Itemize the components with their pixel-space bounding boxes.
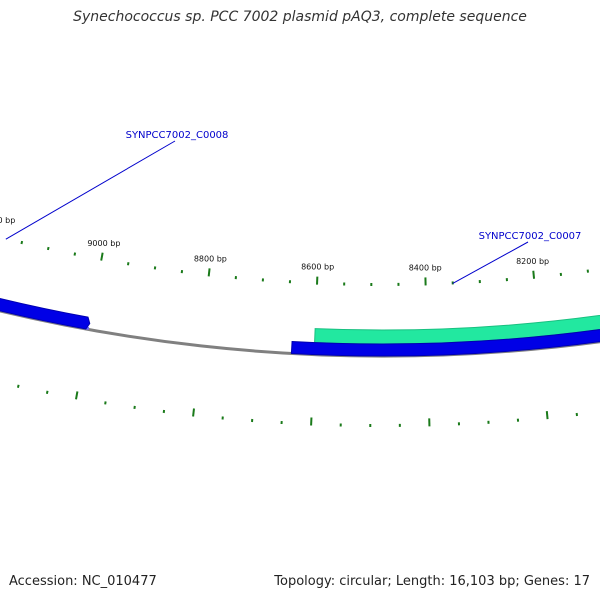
inner-tick-minor [45,390,49,394]
gene-track [0,236,600,357]
gene-label-group: SYNPCC7002_C0008 SYNPCC7002_C0007 [5,130,582,284]
gene-label[interactable]: SYNPCC7002_C0007 [479,231,582,242]
outer-tick-major [100,252,104,261]
gene-label-leader [452,241,529,284]
tick-label: 9000 bp [87,239,120,248]
inner-tick-major [192,408,195,417]
accession-text: Accession: NC_010477 [9,574,157,589]
gene-body [290,328,600,357]
inner-tick-major [545,411,549,420]
inner-tick-major [75,391,79,400]
outer-tick-minor [73,252,77,256]
outer-tick-ring [20,240,590,286]
tick-label: 8600 bp [301,263,334,272]
outer-tick-minor [46,246,50,251]
tick-label: 8400 bp [409,263,442,272]
map-title: Synechococcus sp. PCC 7002 plasmid pAQ3,… [73,9,527,25]
tick-label: 9200 bp [0,216,15,225]
gene-synpcc7002_c0008[interactable] [0,236,91,330]
gene-label[interactable]: SYNPCC7002_C0008 [126,130,229,141]
tick-label: 8800 bp [194,254,227,263]
outer-tick-minor [20,240,24,245]
outer-tick-major [532,270,536,279]
inner-tick-minor [16,384,20,388]
outer-tick-major [207,268,211,277]
gene-label-leader [5,140,176,240]
gene-body [0,297,91,330]
gene-unnamed-2[interactable] [290,322,600,357]
inner-tick-ring [16,384,578,427]
topology-summary: Topology: circular; Length: 16,103 bp; G… [274,574,590,589]
tick-label: 8200 bp [516,257,549,266]
